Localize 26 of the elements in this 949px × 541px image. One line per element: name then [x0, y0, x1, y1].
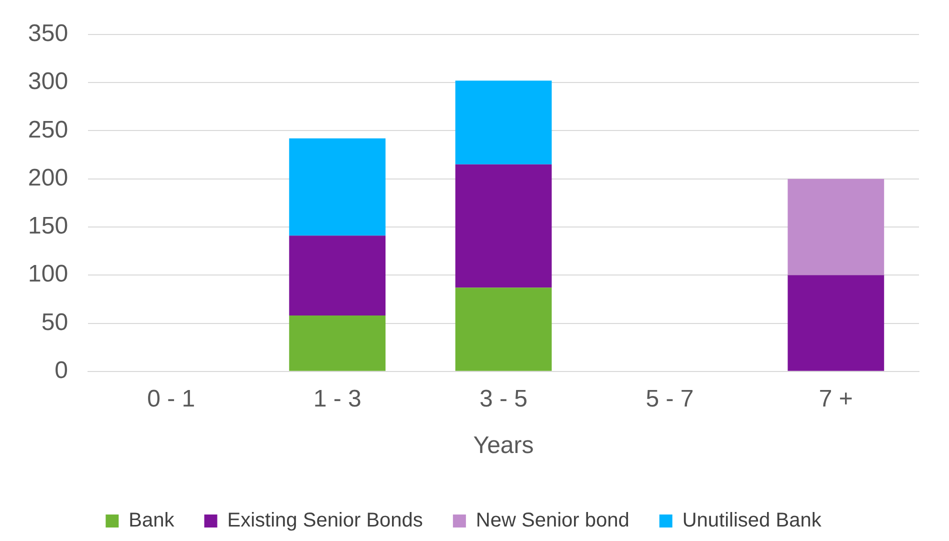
legend-label: New Senior bond	[476, 510, 630, 532]
x-tick-label: 0 - 1	[147, 385, 196, 412]
x-tick-label: 7 +	[818, 385, 853, 412]
y-tick-label: 200	[28, 164, 68, 192]
bar	[289, 138, 386, 236]
y-tick-label: 50	[41, 308, 68, 336]
y-tick-label: 300	[28, 68, 68, 96]
bar	[455, 164, 552, 288]
y-tick-label: 350	[28, 20, 68, 48]
bar	[788, 178, 884, 276]
y-tick-label: 0	[54, 357, 68, 384]
x-tick-label: 1 - 3	[313, 385, 362, 412]
y-tick-label: 150	[28, 212, 68, 240]
bar	[455, 80, 552, 164]
legend-label: Existing Senior Bonds	[227, 510, 423, 532]
legend-label: Unutilised Bank	[682, 510, 822, 532]
x-tick-label: 3 - 5	[480, 385, 528, 412]
legend-label: Bank	[128, 510, 176, 532]
bar	[289, 316, 386, 371]
bar	[455, 288, 552, 371]
x-tick-label: 5 - 7	[646, 385, 694, 412]
x-axis-title: Years	[473, 432, 534, 460]
bar	[289, 236, 386, 316]
y-tick-label: 250	[28, 116, 68, 144]
y-tick-label: 100	[28, 260, 68, 288]
bar	[788, 275, 884, 371]
